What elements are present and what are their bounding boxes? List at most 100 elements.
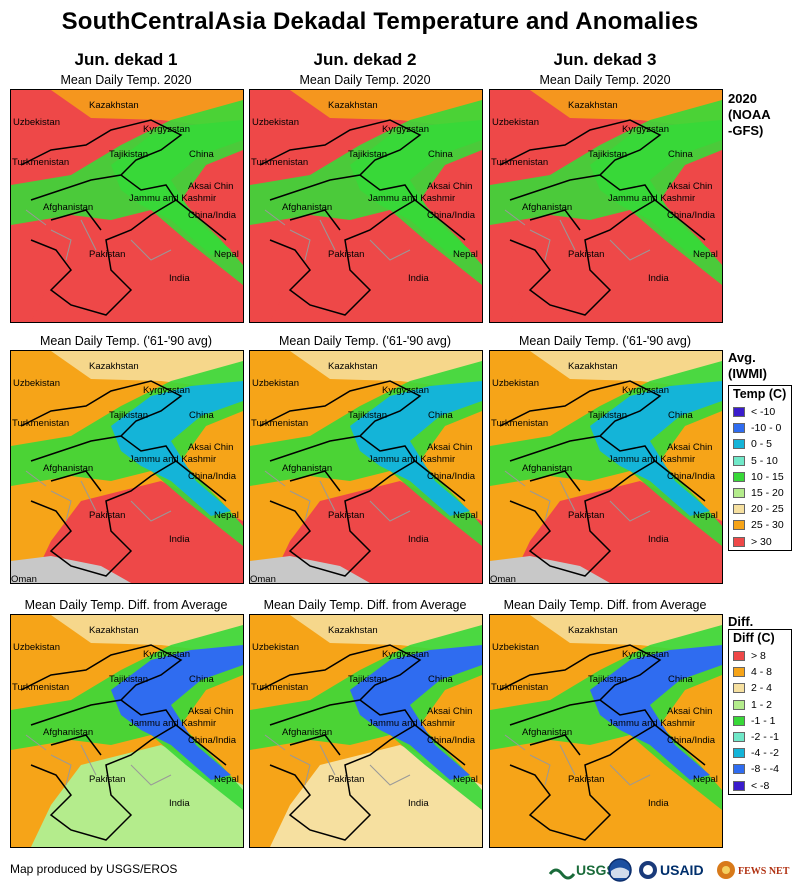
legend-item: 20 - 25 — [729, 501, 791, 517]
map-label-jammu-kashmir: Jammu and Kashmir — [129, 454, 216, 465]
map-label-afghanistan: Afghanistan — [43, 727, 93, 738]
map-south-region — [510, 220, 722, 322]
map-label-china: China — [668, 674, 694, 685]
map-label-turkmenistan: Turkmenistan — [491, 682, 548, 693]
map-mountain-region — [590, 645, 722, 780]
map-south-region — [31, 745, 243, 847]
map-label-afghanistan: Afghanistan — [43, 463, 93, 474]
map-label-turkmenistan: Turkmenistan — [12, 682, 69, 693]
map-label-kyrgyzstan: Kyrgyzstan — [382, 124, 429, 135]
map-south-region — [510, 745, 722, 847]
map-label-turkmenistan: Turkmenistan — [12, 157, 69, 168]
map-label-china: China — [668, 410, 694, 421]
row-label-2020: 2020 (NOAA -GFS) — [728, 91, 771, 138]
legend-label: 4 - 8 — [751, 666, 773, 679]
map-label-nepal: Nepal — [693, 774, 718, 785]
map-mountain-region — [590, 120, 722, 255]
svg-text:FEWS NET: FEWS NET — [738, 866, 790, 877]
map-label-aksai-chin: Aksai Chin — [427, 181, 472, 192]
map-label-pakistan: Pakistan — [568, 510, 604, 521]
legend-label: 5 - 10 — [751, 454, 778, 467]
map-label-jammu-kashmir: Jammu and Kashmir — [368, 454, 455, 465]
map-label-pakistan: Pakistan — [89, 510, 125, 521]
map-mountain-region — [590, 381, 722, 516]
map-label-jammu-kashmir: Jammu and Kashmir — [608, 193, 695, 204]
map-label-jammu-kashmir: Jammu and Kashmir — [368, 193, 455, 204]
map-label-tajikistan: Tajikistan — [588, 674, 627, 685]
map-label-jammu-kashmir: Jammu and Kashmir — [608, 454, 695, 465]
map-label-aksai-chin: Aksai Chin — [188, 706, 233, 717]
row-label-diff: Diff. — [728, 614, 754, 629]
legend-swatch — [733, 536, 745, 547]
map-label-kazakhstan: Kazakhstan — [328, 361, 378, 372]
map-label-kyrgyzstan: Kyrgyzstan — [143, 649, 190, 660]
map-label-kyrgyzstan: Kyrgyzstan — [622, 124, 669, 135]
country-borders — [499, 119, 706, 316]
map-label-afghanistan: Afghanistan — [282, 727, 332, 738]
map-label-tajikistan: Tajikistan — [348, 149, 387, 160]
map-svg: Kazakhstan Uzbekistan Kyrgyzstan Tajikistan… — [250, 90, 482, 322]
map-panel: Kazakhstan Uzbekistan Kyrgyzstan Tajikistan… — [489, 350, 723, 584]
map-label-china-india: China/India — [427, 735, 476, 746]
map-ocean — [11, 556, 131, 583]
map-label-china-india: China/India — [188, 210, 237, 221]
province-borders — [264, 470, 411, 522]
map-label-nepal: Nepal — [214, 774, 239, 785]
legend-swatch — [733, 748, 745, 759]
map-label-uzbekistan: Uzbekistan — [13, 642, 60, 653]
map-label-nepal: Nepal — [453, 510, 478, 521]
legend-item: < -10 — [729, 404, 791, 420]
map-label-aksai-chin: Aksai Chin — [427, 706, 472, 717]
legend-swatch — [733, 732, 745, 743]
map-label-kazakhstan: Kazakhstan — [568, 625, 618, 636]
legend-label: 15 - 20 — [751, 487, 784, 500]
map-label-pakistan: Pakistan — [328, 774, 364, 785]
legend-item: > 30 — [729, 534, 791, 550]
legend-item: -1 - 1 — [729, 713, 791, 729]
legend-label: > 30 — [751, 535, 772, 548]
map-label-kazakhstan: Kazakhstan — [328, 100, 378, 111]
map-label-jammu-kashmir: Jammu and Kashmir — [608, 718, 695, 729]
province-borders — [25, 209, 172, 261]
map-label-india: India — [408, 534, 429, 545]
map-svg: Kazakhstan Uzbekistan Kyrgyzstan Tajikistan… — [490, 615, 722, 847]
map-label-nepal: Nepal — [214, 510, 239, 521]
panel-title: Mean Daily Temp. 2020 — [299, 73, 431, 87]
map-panel: Kazakhstan Uzbekistan Kyrgyzstan Tajikistan… — [249, 350, 483, 584]
legend-label: -8 - -4 — [751, 763, 780, 776]
map-panel: Kazakhstan Uzbekistan Kyrgyzstan Tajikistan… — [10, 89, 244, 323]
map-svg: Kazakhstan Uzbekistan Kyrgyzstan Tajikistan… — [250, 351, 482, 583]
legend-item: 2 - 4 — [729, 680, 791, 696]
map-label-uzbekistan: Uzbekistan — [252, 642, 299, 653]
map-label-pakistan: Pakistan — [89, 774, 125, 785]
map-label-nepal: Nepal — [453, 774, 478, 785]
map-label-china: China — [668, 149, 694, 160]
legend-item: 25 - 30 — [729, 517, 791, 533]
map-label-kazakhstan: Kazakhstan — [89, 361, 139, 372]
country-borders — [259, 119, 466, 316]
usgs-icon: USGS — [548, 862, 616, 880]
legend-swatch — [733, 764, 745, 775]
legend-title: Temp (C) — [733, 387, 787, 401]
panel-title: Mean Daily Temp. Diff. from Average — [24, 598, 228, 612]
legend-swatch — [733, 407, 745, 418]
legend-label: < -8 — [751, 779, 770, 792]
map-label-aksai-chin: Aksai Chin — [427, 442, 472, 453]
legend-label: > 8 — [751, 650, 766, 663]
province-borders — [504, 209, 651, 261]
country-borders — [20, 119, 227, 316]
map-mountain-region — [350, 381, 482, 516]
map-panel: Kazakhstan Uzbekistan Kyrgyzstan Tajikistan… — [10, 614, 244, 848]
panel-title: Mean Daily Temp. ('61-'90 avg) — [519, 334, 691, 348]
map-ocean — [250, 556, 370, 583]
fewsnet-logo: FEWS NET — [716, 858, 796, 882]
legend-item: -10 - 0 — [729, 420, 791, 436]
map-mountain-region — [350, 645, 482, 780]
map-label-tajikistan: Tajikistan — [109, 410, 148, 421]
legend-item: 1 - 2 — [729, 697, 791, 713]
legend-label: -2 - -1 — [751, 731, 780, 744]
map-label-tajikistan: Tajikistan — [109, 149, 148, 160]
map-label-china-india: China/India — [667, 210, 716, 221]
country-borders — [259, 380, 466, 577]
map-label-kyrgyzstan: Kyrgyzstan — [382, 649, 429, 660]
